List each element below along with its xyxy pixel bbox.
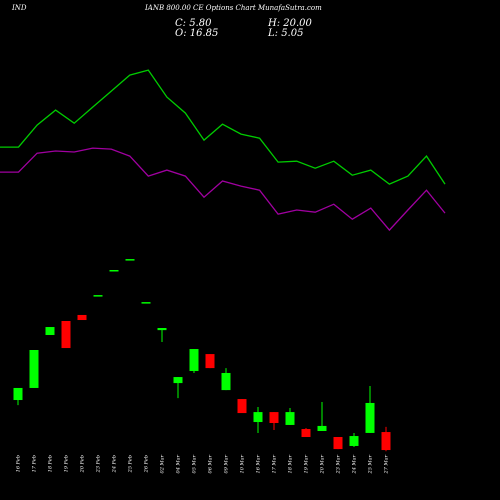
x-tick-label: 23 Mar: [336, 454, 342, 474]
low-stat: L: 5.05: [267, 28, 303, 39]
line: [0, 147, 446, 232]
candle-body: [29, 350, 39, 388]
x-tick-label: 17 Feb: [32, 455, 38, 472]
x-tick-label: 25 Mar: [368, 454, 374, 474]
candle-body: [365, 402, 375, 433]
x-tick-label: 09 Mar: [224, 454, 230, 473]
open-stat: O: 16.85: [175, 28, 218, 39]
candle-body: [237, 399, 247, 414]
x-tick-label: 06 Mar: [208, 454, 214, 473]
candle-body: [93, 295, 103, 297]
x-tick-label: 20 Feb: [80, 455, 86, 473]
candle-body: [189, 349, 199, 372]
candle-body: [381, 432, 391, 451]
candle-body: [13, 387, 23, 401]
x-tick-label: 10 Mar: [240, 454, 246, 473]
x-tick-label: 25 Feb: [128, 455, 134, 473]
high-stat: H: 20.00: [267, 18, 313, 29]
x-tick-label: 18 Feb: [48, 455, 54, 472]
x-tick-label: 16 Feb: [16, 455, 22, 472]
candle-body: [221, 372, 231, 391]
candle-body: [125, 259, 135, 261]
candle-body: [173, 377, 183, 384]
candle-body: [285, 412, 295, 425]
x-tick-label: 19 Mar: [304, 454, 310, 473]
x-tick-label: 04 Mar: [176, 454, 182, 473]
chart-title: IANB 800.00 CE Options Chart MunafaSutra…: [144, 4, 322, 12]
x-tick-label: 19 Feb: [64, 455, 70, 472]
close-stat: C: 5.80: [175, 18, 212, 29]
x-tick-label: 17 Mar: [272, 454, 278, 473]
x-tick-label: 24 Mar: [352, 454, 358, 474]
candle-body: [205, 354, 215, 369]
candle-body: [45, 327, 55, 336]
candle-body: [269, 412, 279, 424]
x-tick-label: 05 Mar: [192, 454, 198, 473]
candle-body: [109, 269, 119, 272]
candle-body: [333, 437, 343, 450]
candle-body: [157, 328, 167, 331]
line: [0, 69, 446, 185]
x-tick-label: 26 Feb: [144, 455, 150, 473]
x-tick-label: 20 Mar: [320, 454, 326, 474]
x-tick-label: 16 Mar: [256, 454, 262, 473]
candle-body: [301, 429, 311, 438]
x-tick-label: 27 Mar: [384, 454, 390, 474]
x-tick-label: 24 Feb: [112, 455, 118, 473]
candle-body: [77, 314, 87, 321]
candle-body: [317, 425, 327, 431]
x-tick-label: 23 Feb: [96, 455, 102, 473]
x-tick-label: 18 Mar: [288, 454, 294, 473]
candle-body: [253, 412, 263, 423]
x-tick-label: 02 Mar: [160, 454, 166, 473]
candle-body: [141, 302, 151, 304]
candle-body: [61, 320, 71, 349]
candle-body: [349, 436, 359, 446]
symbol: IND: [11, 4, 27, 12]
